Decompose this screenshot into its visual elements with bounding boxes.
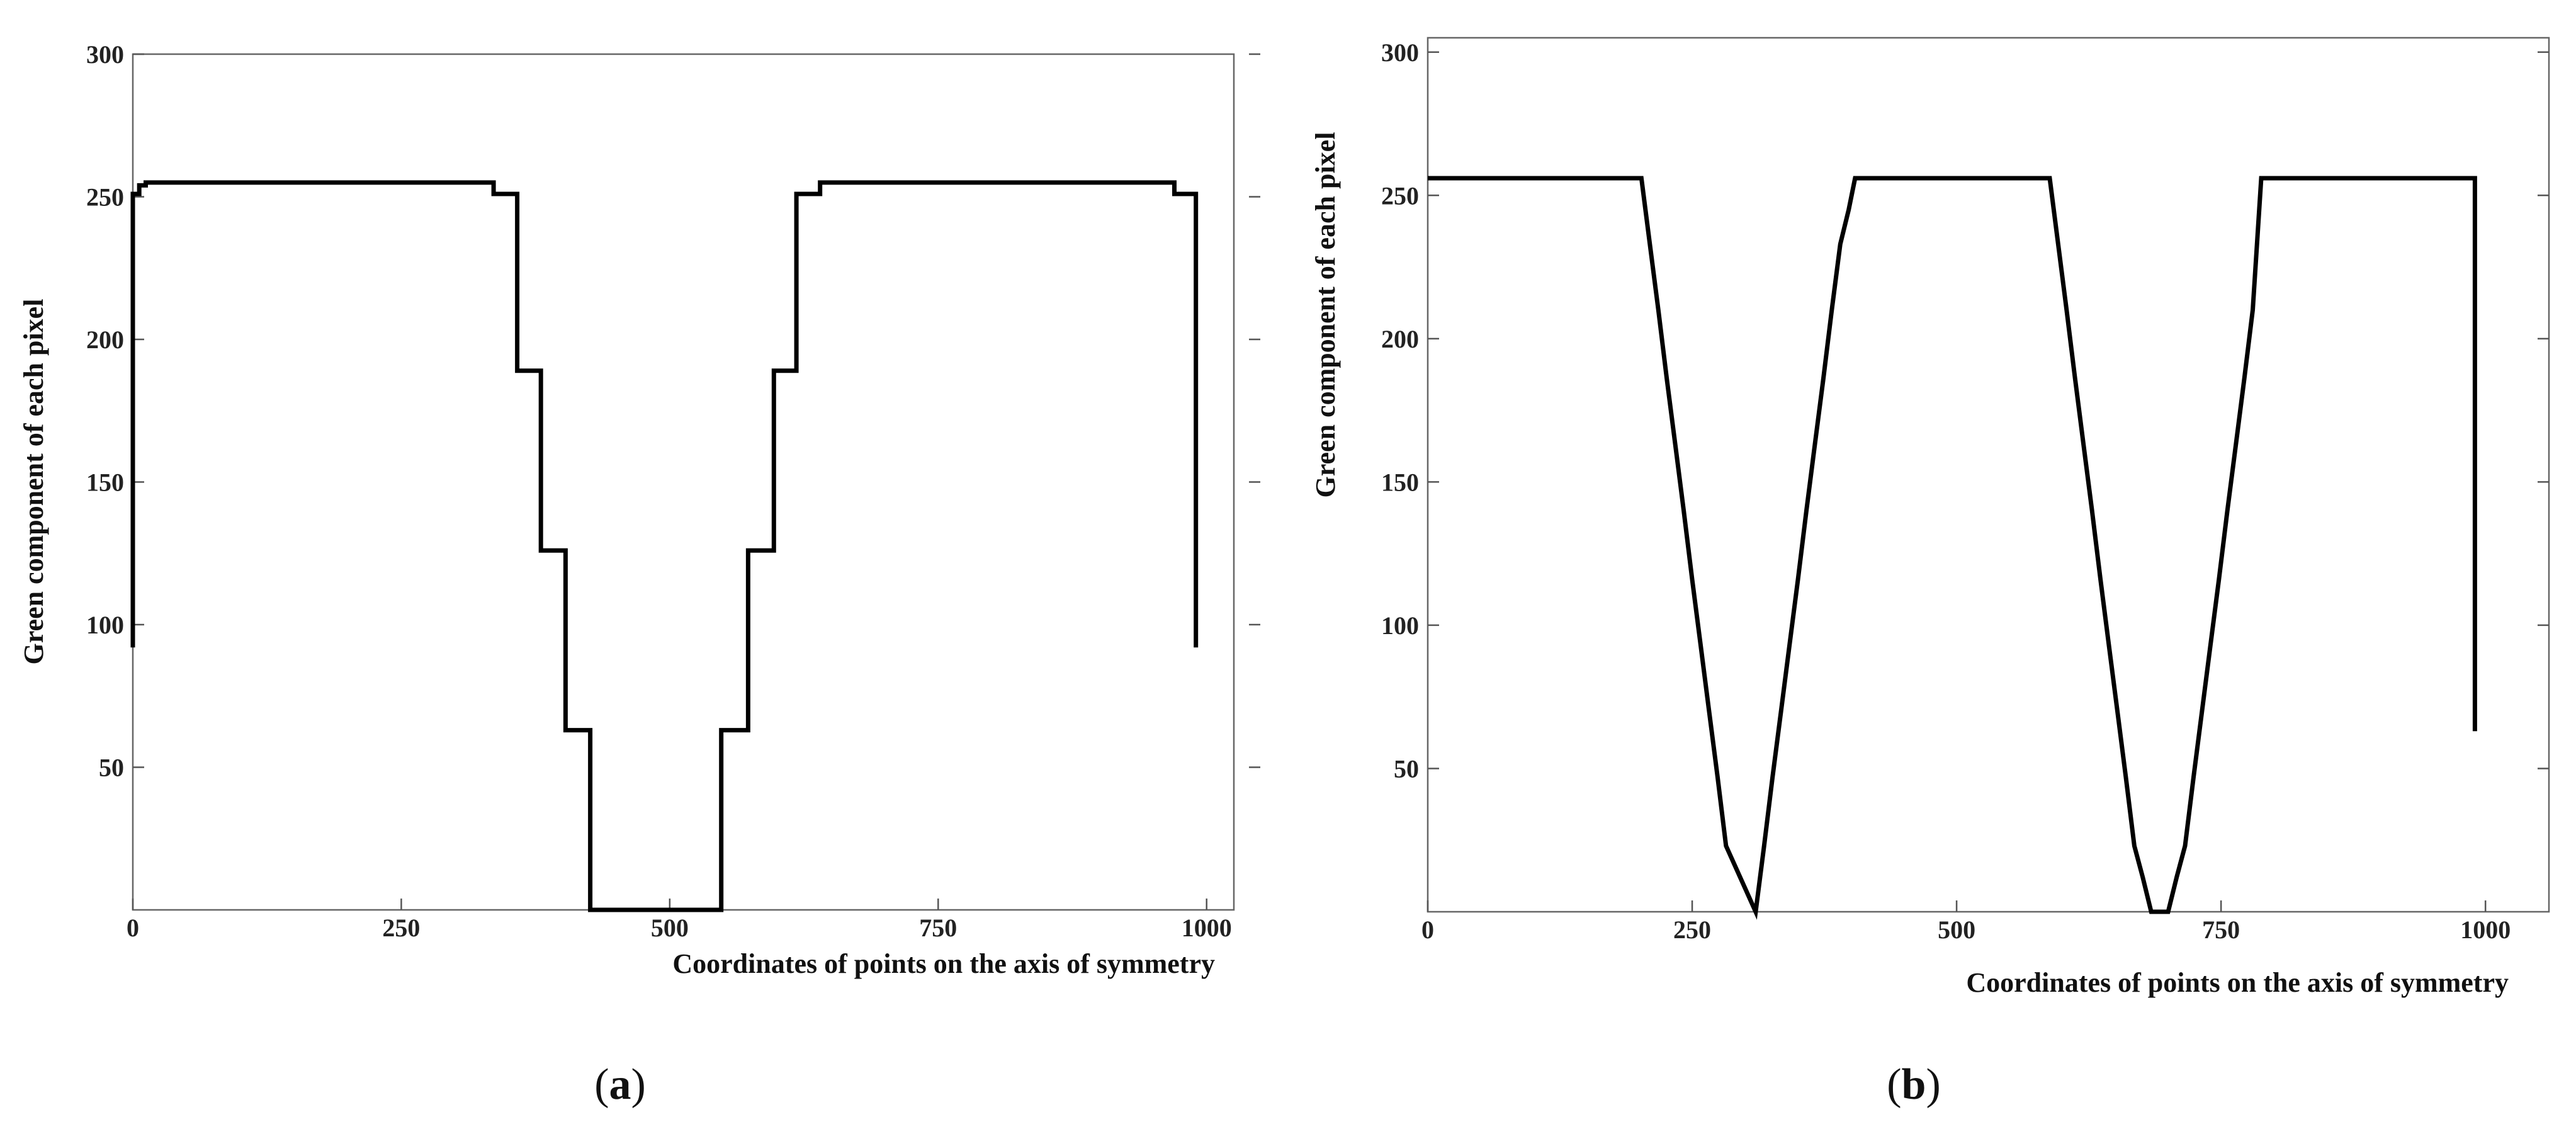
x-axis-label-b: Coordinates of points on the axis of sym… — [1966, 967, 2509, 998]
y-tick-label: 100 — [1381, 611, 1419, 640]
x-axis-label-a: Coordinates of points on the axis of sym… — [672, 948, 1215, 979]
tick-group-a: 0 250 500 750 1000 50 100 150 200 250 300 — [86, 40, 1260, 942]
plot-frame-b — [1426, 37, 2550, 913]
x-tick-label: 500 — [651, 914, 689, 942]
chart-panel-b: 0 250 500 750 1000 50 100 150 200 250 300 Coordina… — [1310, 37, 2550, 1109]
y-tick-label: 200 — [86, 326, 124, 354]
x-tick-label: 750 — [919, 914, 957, 942]
y-tick-label: 250 — [1381, 181, 1419, 210]
y-axis-label-a: Green component of each pixel — [18, 299, 49, 665]
y-tick-label: 250 — [86, 183, 124, 212]
y-tick-label: 100 — [86, 611, 124, 639]
series-line-b — [1428, 176, 2477, 920]
x-tick-label: 1000 — [2460, 916, 2511, 944]
x-tick-label: 250 — [1673, 916, 1711, 944]
x-tick-label: 500 — [1938, 916, 1975, 944]
x-tick-label: 0 — [1421, 916, 1434, 944]
x-tick-label: 250 — [382, 914, 420, 942]
x-tick-label: 1000 — [1182, 914, 1232, 942]
x-tick-label: 750 — [2202, 916, 2240, 944]
y-tick-label: 150 — [1381, 468, 1419, 496]
y-tick-label: 300 — [86, 40, 124, 69]
panel-label-b: (b) — [1887, 1060, 1941, 1109]
chart-panel-a: 0 250 500 750 1000 50 100 150 200 250 300 Coordina… — [18, 40, 1260, 1109]
panel-label-a: (a) — [594, 1060, 646, 1109]
y-tick-label: 200 — [1381, 325, 1419, 353]
y-tick-label: 150 — [86, 468, 124, 497]
panel-letter-a: a — [609, 1060, 631, 1109]
y-tick-label: 300 — [1381, 38, 1419, 67]
x-tick-label: 0 — [127, 914, 139, 942]
series-line-a — [130, 180, 1199, 912]
y-tick-label: 50 — [1394, 754, 1419, 783]
y-tick-label: 50 — [99, 754, 124, 782]
tick-group-b: 0 250 500 750 1000 50 100 150 200 250 300 — [1381, 38, 2549, 944]
y-axis-label-b: Green component of each pixel — [1310, 132, 1341, 498]
panel-letter-b: b — [1902, 1060, 1926, 1109]
